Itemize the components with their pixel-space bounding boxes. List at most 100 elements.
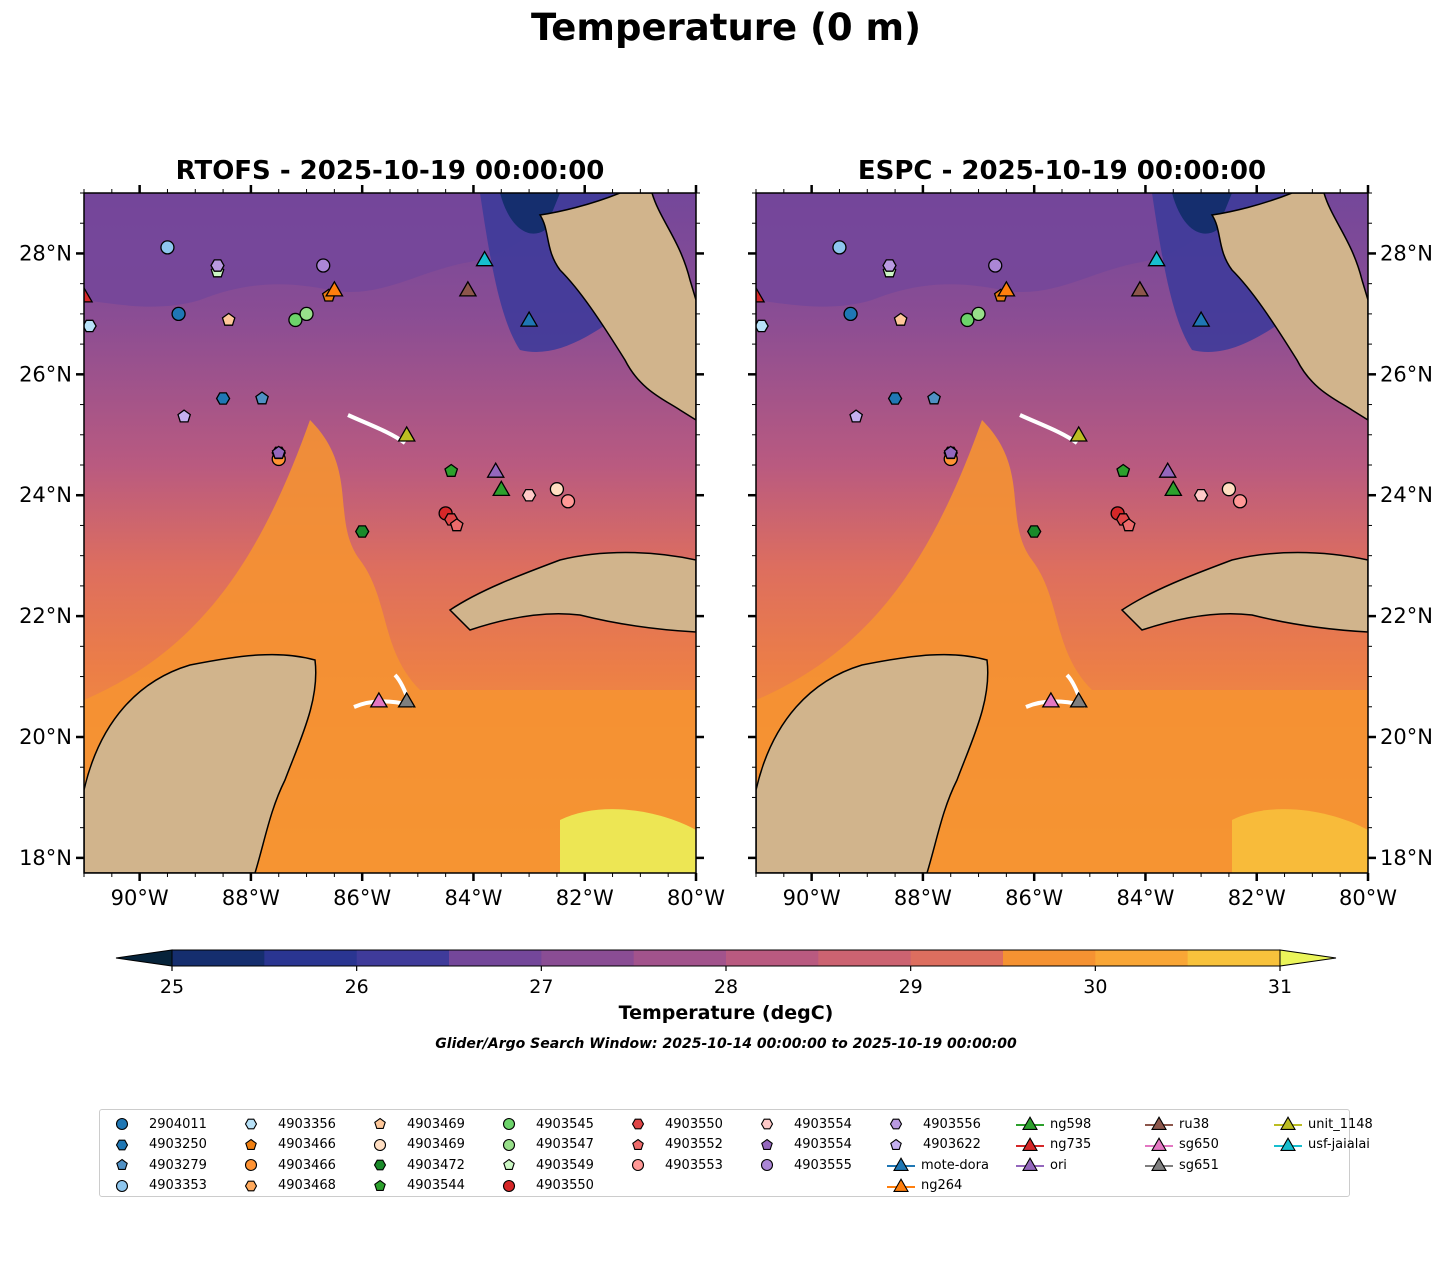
colorbar-segment	[264, 950, 358, 966]
legend-entry-4903549: 4903549	[500, 1155, 594, 1175]
glider-marker-usf-jaialai	[1147, 250, 1166, 267]
legend-entry-4903553: 4903553	[629, 1155, 723, 1175]
legend: 2904011 4903250 4903279 4903353 4903356 49034…	[99, 1109, 1373, 1197]
lon-tick-label: 80°W	[667, 886, 725, 910]
warm-pool	[1232, 809, 1368, 873]
legend-entry-4903469: 4903469	[371, 1114, 465, 1134]
legend-label: 4903552	[665, 1137, 723, 1152]
legend-entry-4903550: 4903550	[629, 1114, 723, 1134]
legend-marker-icon	[1145, 1157, 1173, 1171]
warm-pool	[560, 809, 696, 873]
legend-marker-icon	[760, 1118, 774, 1130]
glider-marker-ng735	[84, 286, 94, 303]
lat-tick-label: 28°N	[1380, 241, 1433, 265]
colorbar-tick-label: 26	[345, 976, 369, 998]
legend-marker-icon	[1274, 1136, 1302, 1151]
platform-marker-4903469	[1221, 482, 1237, 497]
platform-marker-4903554	[521, 488, 537, 502]
legend-entry-4903353: 4903353	[113, 1176, 207, 1196]
cool-water-north	[84, 193, 560, 307]
legend-entry-ng735: ng735	[1016, 1135, 1091, 1155]
lon-tick-label: 88°W	[894, 886, 952, 910]
legend-entry-4903622: 4903622	[887, 1135, 981, 1155]
legend-entry-ori: ori	[1016, 1155, 1067, 1175]
legend-marker-icon	[1145, 1136, 1173, 1151]
legend-label: unit_1148	[1308, 1116, 1373, 1132]
lat-tick-label: 26°N	[19, 362, 72, 386]
platform-marker-2904011	[171, 306, 186, 322]
legend-marker-icon	[1016, 1116, 1044, 1130]
glider-marker-usf-jaialai	[475, 250, 494, 267]
glider-marker-ng264	[997, 280, 1016, 297]
legend-entry-4903469: 4903469	[371, 1135, 465, 1155]
lat-tick-label: 24°N	[1380, 483, 1433, 507]
legend-marker-icon	[890, 1138, 902, 1150]
glider-marker-sg651	[397, 691, 416, 708]
legend-label: usf-jaialai	[1308, 1137, 1370, 1152]
legend-label: 4903547	[536, 1137, 594, 1152]
legend-entry-sg650: sg650	[1145, 1135, 1219, 1155]
legend-entry-unit_1148: unit_1148	[1274, 1114, 1373, 1134]
legend-entry-4903547: 4903547	[500, 1135, 594, 1155]
legend-entry-4903250: 4903250	[113, 1135, 207, 1155]
legend-label: mote-dora	[921, 1157, 989, 1173]
legend-marker-icon	[631, 1118, 645, 1130]
glider-marker-unit_1148	[1069, 425, 1088, 442]
legend-label: 4903469	[407, 1137, 465, 1152]
legend-label: sg651	[1179, 1157, 1219, 1173]
colorbar-tick-label: 29	[899, 976, 923, 998]
platform-marker-4903553	[1232, 494, 1248, 509]
platform-marker-4903547	[971, 306, 986, 322]
colorbar-segment	[449, 950, 542, 966]
lon-tick-label: 88°W	[222, 886, 280, 910]
legend-marker-icon	[1016, 1157, 1044, 1171]
glider-marker-unit_1148	[397, 425, 416, 442]
legend-marker-icon	[373, 1138, 387, 1151]
legend-label: 4903554	[794, 1137, 852, 1152]
glider-marker-ng598	[492, 479, 511, 497]
glider-marker-ng598	[1164, 479, 1183, 497]
colorbar-segment	[633, 950, 727, 966]
legend-marker-icon	[503, 1158, 515, 1170]
platform-marker-4903356	[756, 319, 769, 333]
lat-tick-label: 26°N	[1380, 362, 1433, 386]
legend-marker-icon	[115, 1179, 129, 1192]
colorbar-segment	[910, 950, 1004, 966]
legend-entry-2904011: 2904011	[113, 1114, 207, 1134]
glider-marker-ru38	[1130, 280, 1150, 297]
legend-marker-icon	[502, 1117, 516, 1131]
legend-marker-icon	[115, 1117, 129, 1131]
colorbar-tick-label: 31	[1268, 976, 1292, 998]
glider-marker-sg650	[1041, 691, 1061, 708]
markers-rtofs	[84, 240, 576, 708]
legend-marker-icon	[244, 1180, 258, 1191]
colorbar-tick-label: 28	[714, 976, 738, 998]
legend-marker-icon	[245, 1138, 257, 1150]
legend-label: 2904011	[149, 1116, 207, 1132]
lon-tick-label: 80°W	[1339, 886, 1397, 910]
legend-marker-icon	[889, 1118, 903, 1130]
platform-marker-4903353	[832, 240, 847, 255]
legend-label: ng264	[921, 1178, 963, 1193]
legend-label: 4903466	[278, 1157, 336, 1173]
colorbar-segment	[818, 950, 912, 966]
glider-marker-ori	[486, 461, 505, 478]
colorbar-segment	[1095, 950, 1189, 966]
glider-marker-ng735	[756, 286, 766, 303]
platform-marker-4903472	[1026, 525, 1042, 538]
legend-marker-icon	[116, 1158, 128, 1170]
platform-marker-4903469	[221, 312, 236, 326]
platform-marker-4903279	[927, 391, 941, 405]
glider-marker-mote-dora	[1191, 310, 1211, 327]
lon-tick-label: 82°W	[1228, 886, 1286, 910]
legend-label: ru38	[1179, 1116, 1210, 1132]
colorbar-segment	[356, 950, 450, 966]
platform-marker-4903356	[84, 319, 97, 333]
lat-tick-label: 22°N	[1380, 604, 1433, 628]
glider-marker-ori	[1158, 461, 1177, 478]
platform-marker-4903353	[160, 240, 175, 255]
lon-tick-label: 86°W	[1005, 886, 1063, 910]
platform-marker-4903469	[893, 312, 908, 326]
legend-entry-4903279: 4903279	[113, 1155, 207, 1175]
legend-marker-icon	[374, 1179, 386, 1191]
